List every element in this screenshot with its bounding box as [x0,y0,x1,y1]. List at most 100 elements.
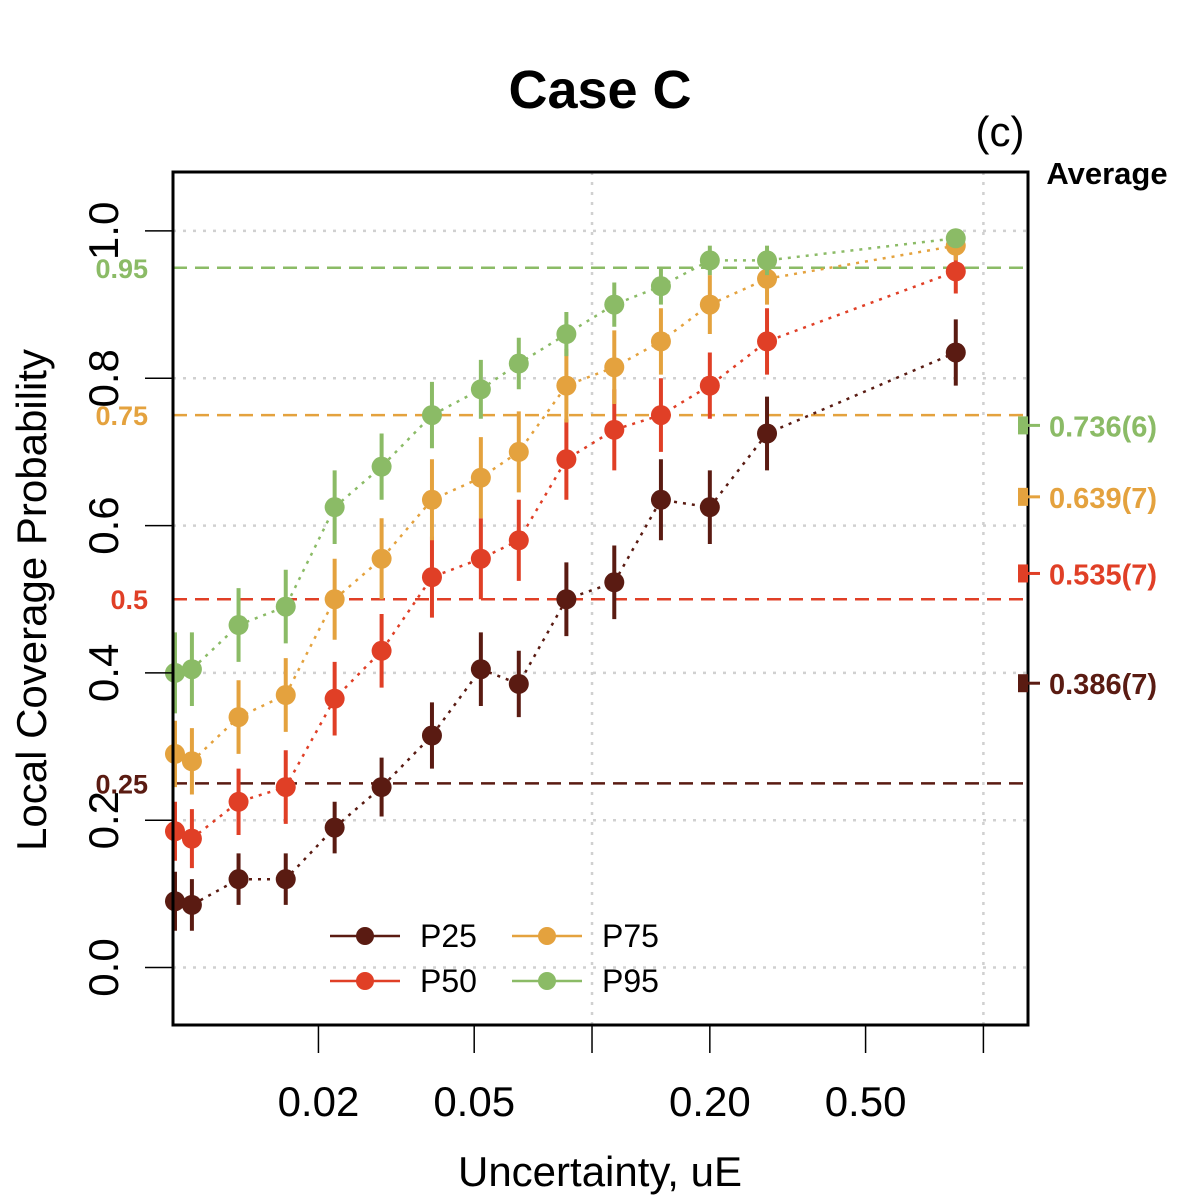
data-point [228,791,249,812]
x-tick-label: 0.02 [278,1078,360,1125]
data-point [604,419,625,440]
data-point [470,467,491,488]
data-point [324,817,345,838]
data-point [324,497,345,518]
data-point [324,688,345,709]
x-axis-label: Uncertainty, uE [458,1148,742,1195]
data-point [757,331,778,352]
data-point [945,342,966,363]
data-point [421,489,442,510]
target-label-p75: 0.75 [95,401,148,431]
chart-title: Case C [508,60,691,120]
data-point [508,441,529,462]
data-point [556,375,577,396]
data-point [275,777,296,798]
data-point [650,331,671,352]
data-point [508,673,529,694]
data-point [371,640,392,661]
average-value-p50: 0.535(7) [1049,559,1157,591]
legend-marker [356,927,374,945]
average-value-p25: 0.386(7) [1049,669,1157,701]
y-tick-label: 0.6 [80,496,127,554]
data-point [945,228,966,249]
data-point [181,751,202,772]
data-point [181,828,202,849]
data-point [470,548,491,569]
average-value-p75: 0.639(7) [1049,483,1157,515]
data-point [699,250,720,271]
data-point [470,659,491,680]
legend-entry-p75: P75 [512,918,659,954]
target-label-p50: 0.5 [110,585,148,615]
data-point [650,276,671,297]
data-point [275,684,296,705]
legend-entry-p25: P25 [330,918,477,954]
data-point [164,821,185,842]
data-point [699,375,720,396]
reference-lines: 0.25 0.5 0.75 0.95 [95,254,1028,799]
series-p95 [164,228,966,714]
data-point [324,589,345,610]
series-p50 [164,249,966,869]
plot-frame [171,170,1030,1027]
average-marker-p50 [1018,564,1028,583]
data-point [757,423,778,444]
data-point [164,662,185,683]
data-point [604,572,625,593]
data-point [275,596,296,617]
data-point [604,294,625,315]
y-tick-label: 0.0 [80,938,127,996]
data-point [556,324,577,345]
data-point [650,405,671,426]
data-point [421,567,442,588]
legend-label: P50 [420,963,477,999]
average-value-p95: 0.736(6) [1049,411,1157,443]
data-point [181,659,202,680]
data-point [228,869,249,890]
y-tick-label: 0.8 [80,349,127,407]
legend-marker [356,972,374,990]
target-label-p25: 0.25 [95,769,148,799]
series-line-p75 [174,244,957,763]
average-header: Average [1046,156,1167,191]
y-axis-label: Local Coverage Probability [8,349,55,851]
x-tick-label: 0.05 [433,1078,515,1125]
panel-label: (c) [976,108,1025,155]
data-point [556,589,577,610]
data-point [164,891,185,912]
data-point [650,489,671,510]
grid [173,172,1028,1025]
data-point [275,869,296,890]
data-point [945,261,966,282]
data-point [508,530,529,551]
target-label-p95: 0.95 [95,254,148,284]
average-marker-p75 [1018,487,1028,506]
data-point [757,250,778,271]
legend-marker [538,927,556,945]
data-point [699,497,720,518]
data-point [371,548,392,569]
data-series [164,228,966,931]
data-point [556,449,577,470]
y-tick-label: 1.0 [80,202,127,260]
average-markers: 0.386(7) 0.535(7) 0.639(7) 0.736(6) [1018,411,1157,701]
data-point [181,894,202,915]
y-tick-label: 0.4 [80,644,127,702]
legend-label: P95 [602,963,659,999]
x-tick-label: 0.20 [669,1078,751,1125]
legend-label: P25 [420,918,477,954]
legend-entry-p50: P50 [330,963,477,999]
legend-entry-p95: P95 [512,963,659,999]
average-marker-p25 [1018,674,1028,693]
data-point [470,379,491,400]
legend-label: P75 [602,918,659,954]
x-tick-label: 0.50 [825,1078,907,1125]
x-axis: 0.02 0.05 0.20 0.50 [278,1025,985,1125]
legend-marker [538,972,556,990]
data-point [164,743,185,764]
average-marker-p95 [1018,416,1028,435]
y-axis: 0.0 0.2 0.4 0.6 0.8 1.0 [80,202,173,997]
data-point [604,357,625,378]
data-point [421,725,442,746]
